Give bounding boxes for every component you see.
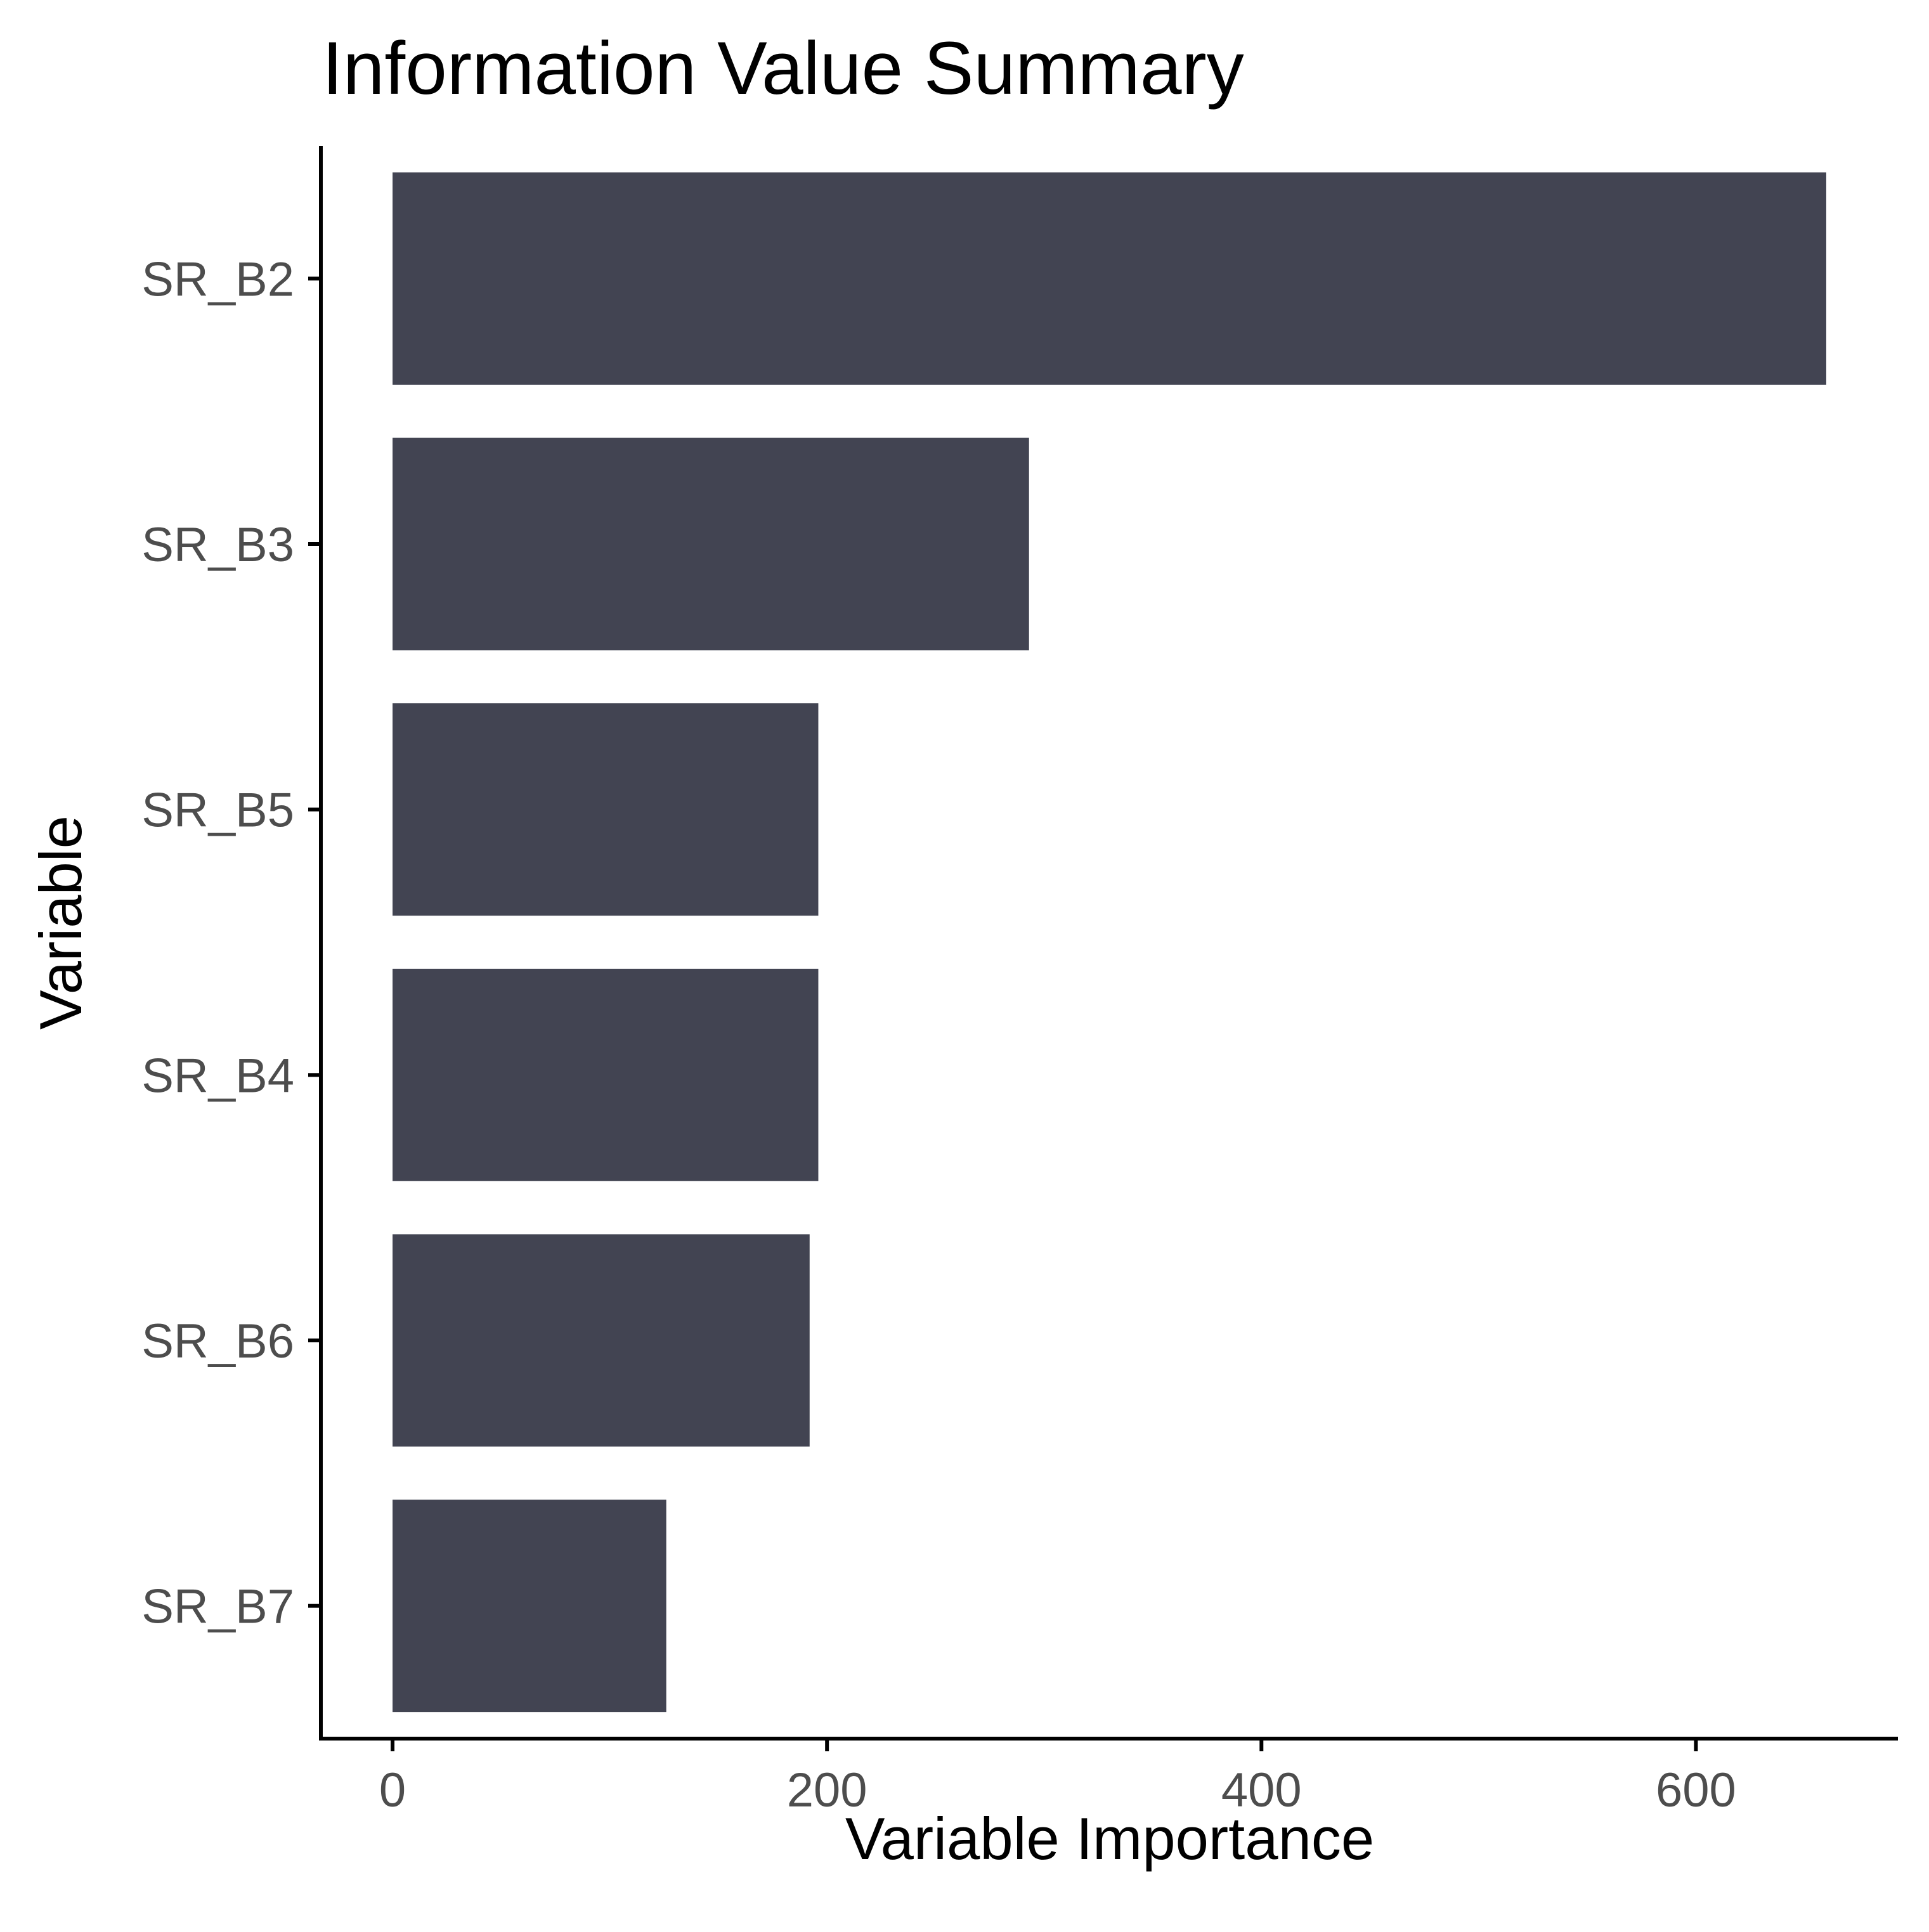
bar-sr-b3 <box>393 438 1029 651</box>
x-tick-label: 200 <box>787 1763 867 1817</box>
chart-title: Information Value Summary <box>322 27 1244 110</box>
y-tick-label: SR_B2 <box>141 252 294 306</box>
bar-sr-b7 <box>393 1500 666 1713</box>
y-tick-label: SR_B3 <box>141 518 294 572</box>
y-tick-label: SR_B7 <box>141 1580 294 1634</box>
y-tick-label: SR_B5 <box>141 784 294 838</box>
y-tick-label: SR_B4 <box>141 1049 294 1103</box>
x-tick-label: 600 <box>1656 1763 1736 1817</box>
x-tick-label: 0 <box>379 1763 406 1817</box>
x-tick-label: 400 <box>1221 1763 1302 1817</box>
y-tick-label: SR_B6 <box>141 1314 294 1368</box>
y-axis-ticks: SR_B2 SR_B3 SR_B5 SR_B4 SR_B6 SR_B7 <box>141 252 321 1634</box>
bars-group <box>393 172 1826 1713</box>
x-axis-title: Variable Importance <box>845 1805 1374 1872</box>
bar-sr-b5 <box>393 703 819 916</box>
x-axis-ticks: 0 200 400 600 <box>379 1739 1736 1817</box>
bar-sr-b2 <box>393 172 1826 385</box>
y-axis-title: Variable <box>27 815 94 1030</box>
bar-sr-b6 <box>393 1234 810 1447</box>
bar-sr-b4 <box>393 968 819 1181</box>
